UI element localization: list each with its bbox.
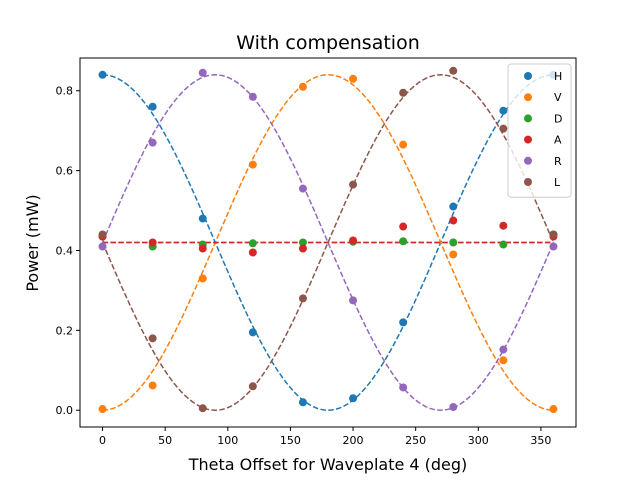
marker-H xyxy=(449,202,458,211)
marker-R xyxy=(499,345,508,354)
marker-H xyxy=(349,394,358,403)
marker-L xyxy=(349,180,358,189)
marker-A xyxy=(349,236,358,245)
legend-marker-A xyxy=(524,135,532,144)
marker-H xyxy=(499,106,508,115)
legend-marker-V xyxy=(524,93,532,102)
x-tick-label: 150 xyxy=(280,434,301,447)
legend-marker-H xyxy=(524,72,532,80)
marker-V xyxy=(349,74,358,83)
marker-A xyxy=(499,221,508,230)
x-axis-label: Theta Offset for Waveplate 4 (deg) xyxy=(188,455,468,474)
marker-V xyxy=(549,405,558,414)
y-tick-label: 0.0 xyxy=(56,404,74,417)
marker-H xyxy=(399,318,408,327)
legend-label-D: D xyxy=(554,112,562,125)
legend-label-R: R xyxy=(554,155,562,168)
marker-L xyxy=(399,88,408,97)
marker-V xyxy=(148,381,157,390)
marker-H xyxy=(198,214,207,223)
fit-line-H xyxy=(102,74,554,411)
y-axis-ticks: 0.0 0.2 0.4 0.6 0.8 xyxy=(56,85,80,417)
plot-area-frame xyxy=(79,57,577,428)
legend-label-V: V xyxy=(554,91,562,104)
marker-L xyxy=(298,294,307,303)
marker-L xyxy=(198,404,207,413)
marker-D xyxy=(499,240,508,249)
marker-H xyxy=(98,70,107,79)
x-axis-ticks: 0 50 100 150 200 250 300 350 xyxy=(99,427,551,447)
marker-A xyxy=(449,216,458,225)
marker-V xyxy=(98,405,107,414)
legend-box xyxy=(507,63,572,198)
legend-marker-R xyxy=(524,156,532,165)
marker-R xyxy=(399,383,408,392)
y-tick-label: 0.8 xyxy=(56,85,74,98)
x-tick-label: 300 xyxy=(468,434,489,447)
x-tick-label: 200 xyxy=(343,434,364,447)
marker-R xyxy=(449,403,458,412)
marker-R xyxy=(198,68,207,77)
marker-V xyxy=(248,160,257,169)
marker-H xyxy=(298,398,307,407)
marker-L xyxy=(449,66,458,75)
marker-L xyxy=(248,382,257,391)
marker-L xyxy=(499,124,508,133)
marker-D xyxy=(399,237,408,246)
marker-L xyxy=(148,334,157,343)
marker-R xyxy=(98,242,107,251)
marker-R xyxy=(148,138,157,147)
marker-L xyxy=(549,230,558,239)
marker-R xyxy=(349,296,358,305)
marker-D xyxy=(298,238,307,247)
marker-D xyxy=(248,239,257,248)
marker-H xyxy=(148,102,157,111)
legend-marker-L xyxy=(524,178,532,186)
legend-label-H: H xyxy=(554,70,562,83)
marker-V xyxy=(449,250,458,259)
marker-R xyxy=(298,184,307,193)
marker-V xyxy=(499,356,508,365)
fit-line-L xyxy=(101,74,555,411)
marker-R xyxy=(248,92,257,101)
marker-A xyxy=(298,244,307,253)
marker-R xyxy=(549,242,558,251)
legend-label-L: L xyxy=(554,176,561,189)
legend-marker-D xyxy=(524,114,532,123)
marker-D xyxy=(449,238,458,247)
x-tick-label: 250 xyxy=(405,434,426,447)
y-tick-label: 0.4 xyxy=(56,244,74,257)
marker-V xyxy=(198,274,207,283)
marker-A xyxy=(399,222,408,231)
fit-line-V xyxy=(102,74,554,411)
chart-title: With compensation xyxy=(236,32,420,54)
x-tick-label: 100 xyxy=(217,434,238,447)
marker-A xyxy=(198,244,207,253)
marker-A xyxy=(248,248,257,257)
fit-lines xyxy=(101,74,555,411)
legend-label-A: A xyxy=(554,134,562,147)
x-tick-label: 350 xyxy=(530,434,551,447)
marker-H xyxy=(248,328,257,337)
y-tick-label: 0.6 xyxy=(56,165,74,178)
x-tick-label: 50 xyxy=(158,434,172,447)
marker-V xyxy=(399,140,408,149)
marker-A xyxy=(148,238,157,247)
marker-L xyxy=(98,230,107,239)
x-tick-label: 0 xyxy=(99,434,106,447)
marker-V xyxy=(298,82,307,91)
y-axis-label: Power (mW) xyxy=(23,194,42,291)
y-tick-label: 0.2 xyxy=(56,324,74,337)
fit-line-R xyxy=(101,74,555,411)
